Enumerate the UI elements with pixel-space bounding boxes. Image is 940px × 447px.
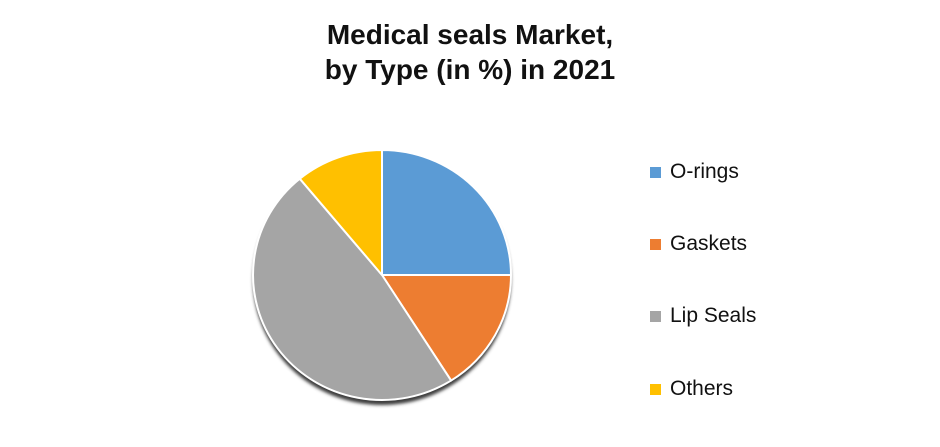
chart-title-line2: by Type (in %) in 2021 xyxy=(324,54,616,85)
pie-slice-o-rings xyxy=(381,149,512,276)
pie-slice-gaskets xyxy=(381,274,512,382)
pie-slice-others xyxy=(298,149,383,276)
chart-title: Medical seals Market, by Type (in %) in … xyxy=(0,17,940,87)
pie-slice-lip-seals xyxy=(252,177,453,401)
chart-title-line1: Medical seals Market, xyxy=(326,19,614,50)
